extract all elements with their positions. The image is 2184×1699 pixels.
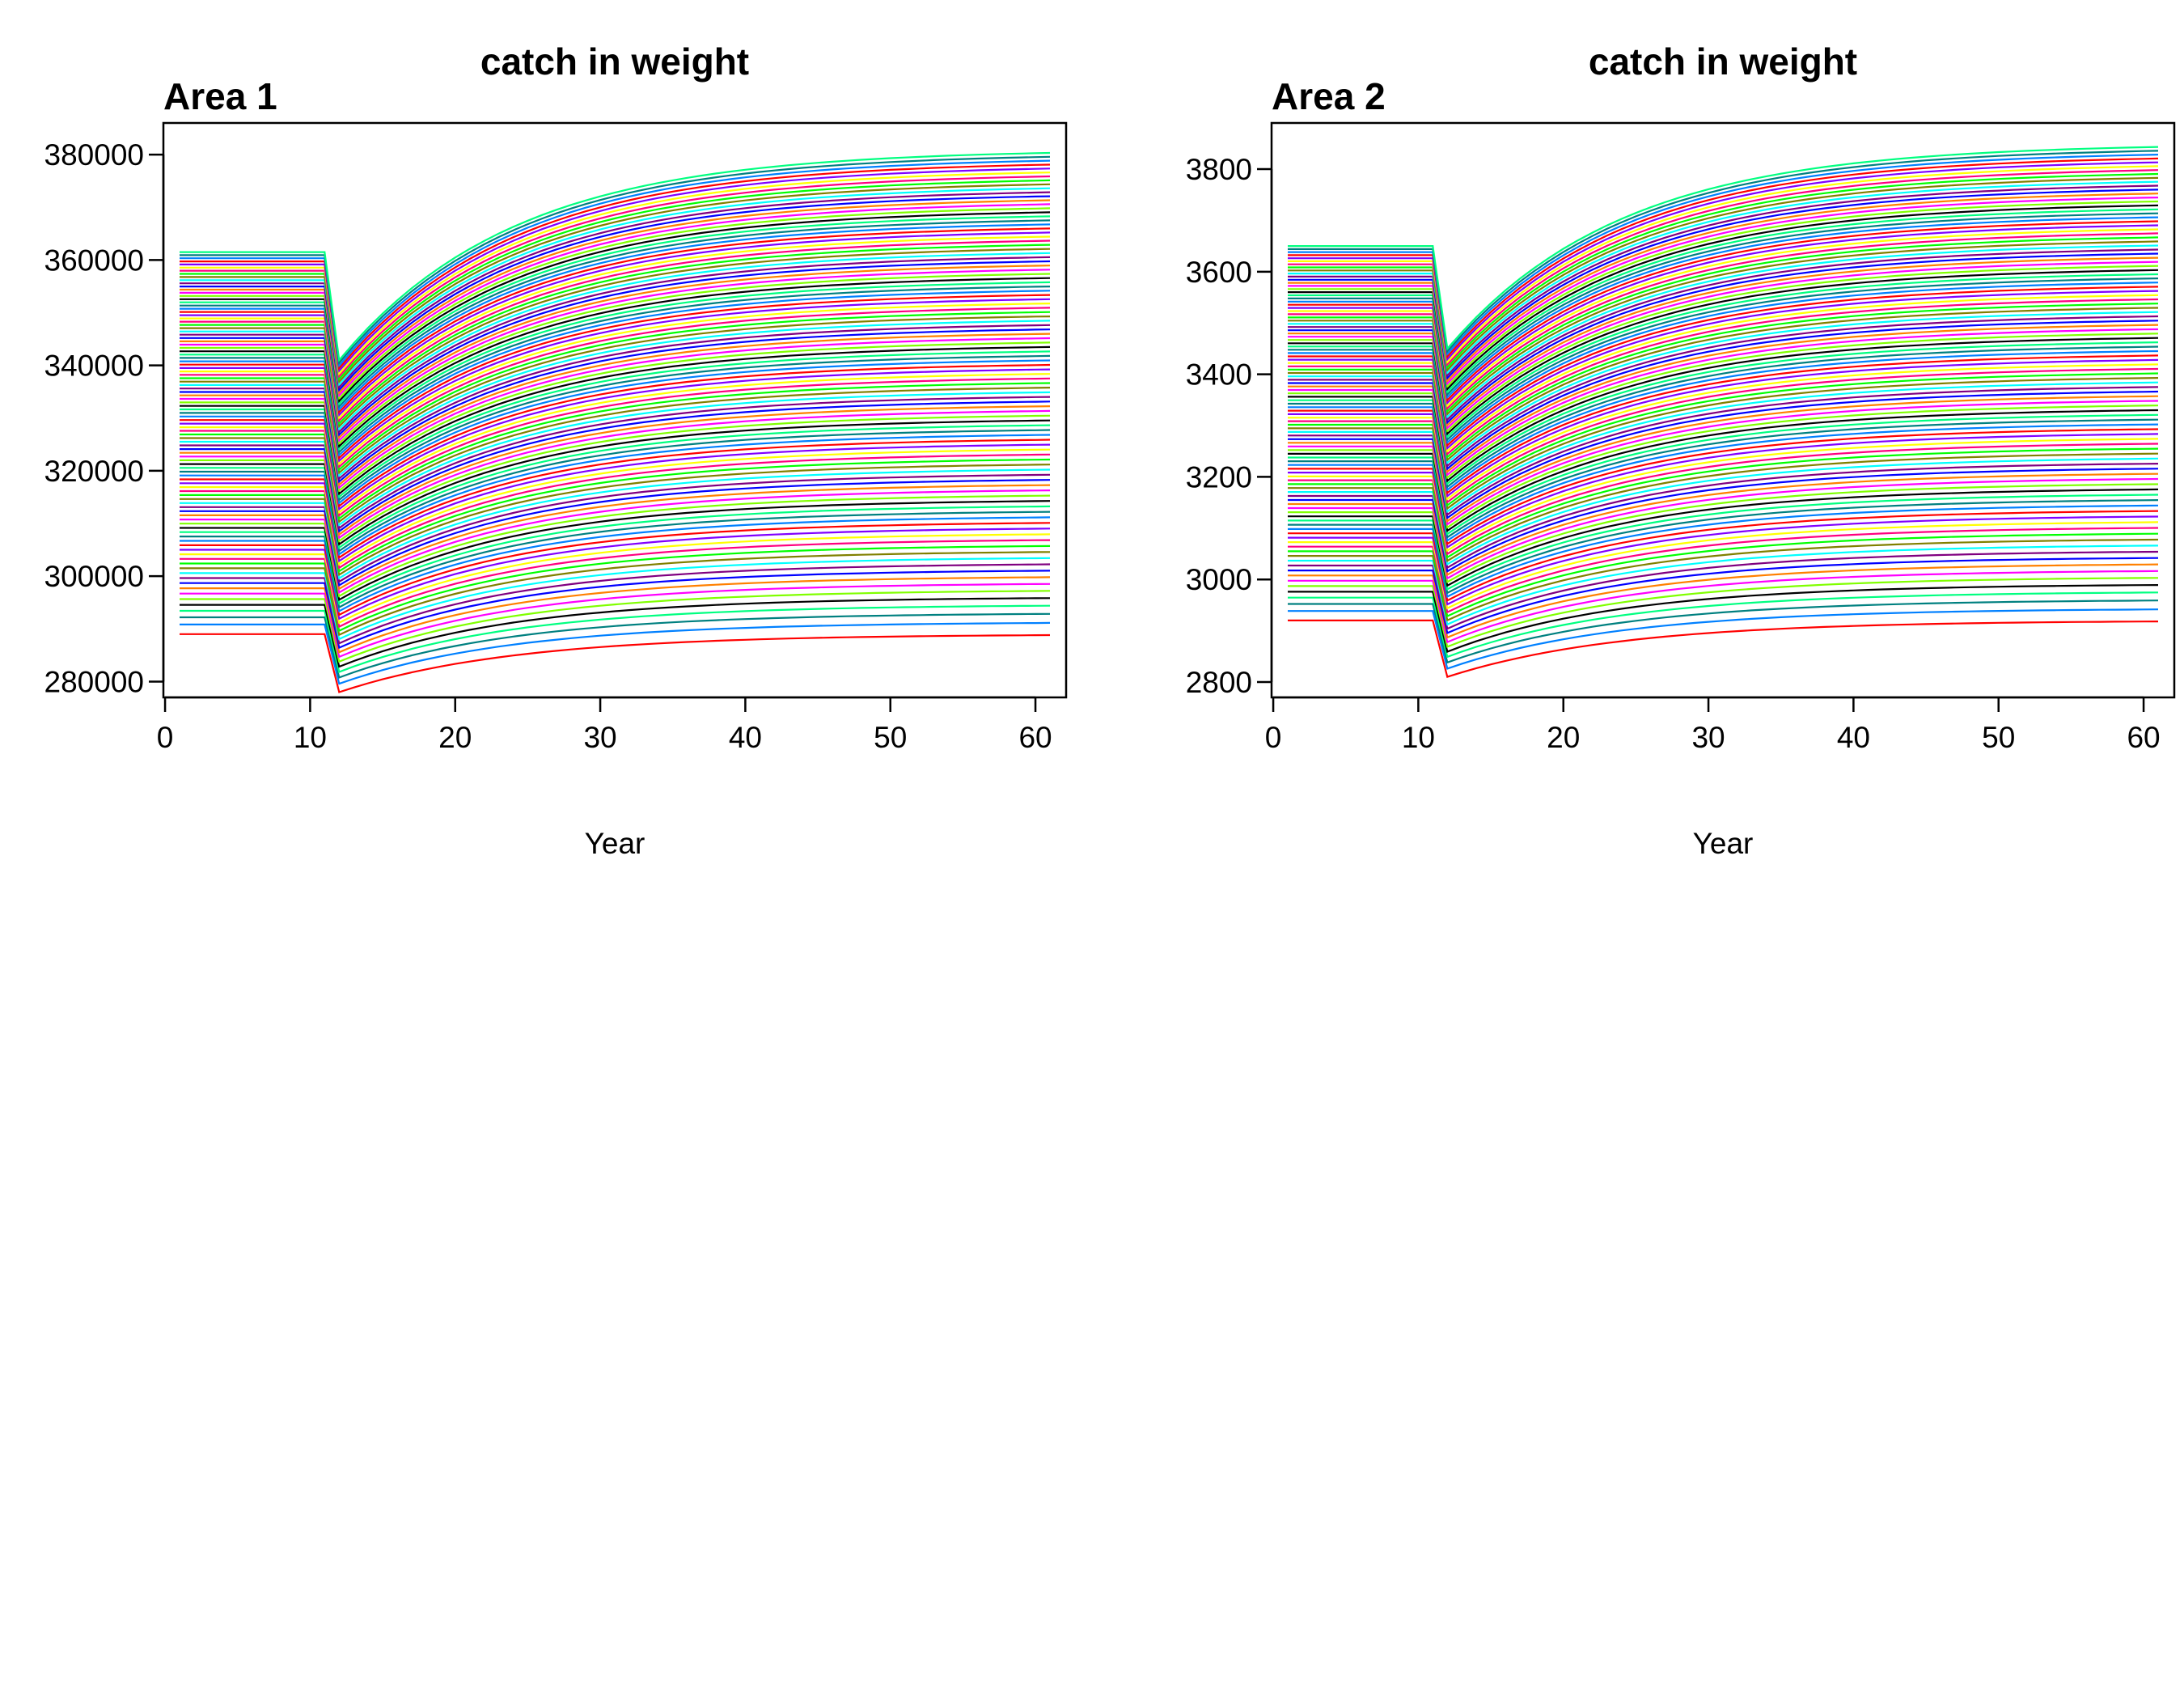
series-line [1288,532,2159,618]
x-tick-label: 0 [157,721,174,754]
y-tick-label: 3000 [1186,563,1252,596]
series-line [1288,600,2159,664]
series-line [1288,577,2159,648]
x-tick-label: 10 [1402,721,1435,754]
y-tick-label: 360000 [44,244,144,277]
y-tick-label: 2800 [1186,666,1252,699]
series-lines [180,151,1051,693]
series-line [180,583,1051,659]
series-line [1288,557,2159,634]
series-line [180,633,1051,693]
series-line [180,557,1051,641]
y-axis: 2800 3000 3200 3400 3600 3800 [1186,153,1273,699]
series-line [180,544,1051,633]
series-line [1288,510,2159,602]
x-axis-label: Year [585,827,645,860]
series-line [180,151,1051,362]
series-line [180,570,1051,650]
x-tick-label: 60 [2127,721,2160,754]
x-tick-label: 10 [294,721,327,754]
series-line [1288,544,2159,626]
y-axis: 280000 300000 320000 340000 360000 380000 [44,138,165,698]
series-line [1288,591,2159,659]
series-line [180,590,1051,663]
panel-area-1: catch in weight Area 1 0 10 20 30 40 50 60 280… [44,40,1068,860]
series-line [180,551,1051,637]
x-tick-label: 50 [874,721,907,754]
series-line [180,527,1051,621]
area-label: Area 2 [1272,75,1386,117]
y-tick-label: 3200 [1186,460,1252,494]
x-tick-label: 40 [1837,721,1870,754]
series-line [1288,570,2159,644]
series-line [1288,515,2159,606]
x-tick-label: 20 [1547,721,1580,754]
y-tick-label: 3400 [1186,358,1252,392]
series-line [180,539,1051,629]
x-axis: 0 10 20 30 40 50 60 [157,696,1052,754]
panel-area-2: catch in weight Area 2 0 10 20 30 40 50 60 280… [1186,40,2176,860]
series-line [1288,583,2159,653]
area-label: Area 1 [163,75,277,117]
chart-title: catch in weight [480,40,749,83]
x-tick-label: 30 [583,721,616,754]
chart-title: catch in weight [1589,40,1857,83]
series-line [180,387,1051,523]
y-tick-label: 320000 [44,455,144,488]
series-line [1288,563,2159,639]
series-line [180,621,1051,685]
series-line [1288,146,2159,351]
x-tick-label: 50 [1982,721,2015,754]
series-line [180,604,1051,673]
y-tick-label: 380000 [44,138,144,172]
series-line [1288,619,2159,678]
series-line [1288,538,2159,622]
x-tick-label: 30 [1691,721,1725,754]
series-lines [1288,146,2159,678]
x-tick-label: 40 [729,721,762,754]
series-line [180,597,1051,668]
y-tick-label: 340000 [44,350,144,383]
x-axis: 0 10 20 30 40 50 60 [1265,696,2161,754]
x-axis-label: Year [1693,827,1754,860]
series-line [1288,550,2159,630]
x-tick-label: 60 [1018,721,1052,754]
series-line [1288,608,2159,670]
series-line [180,563,1051,645]
y-tick-label: 300000 [44,560,144,593]
series-line [1288,527,2159,614]
y-tick-label: 3600 [1186,256,1252,289]
series-line [180,533,1051,625]
series-line [180,576,1051,654]
x-tick-label: 20 [438,721,472,754]
series-line [1288,521,2159,610]
series-line [180,612,1051,679]
x-tick-label: 0 [1265,721,1282,754]
y-tick-label: 280000 [44,665,144,698]
y-tick-label: 3800 [1186,153,1252,186]
series-line [1288,504,2159,599]
